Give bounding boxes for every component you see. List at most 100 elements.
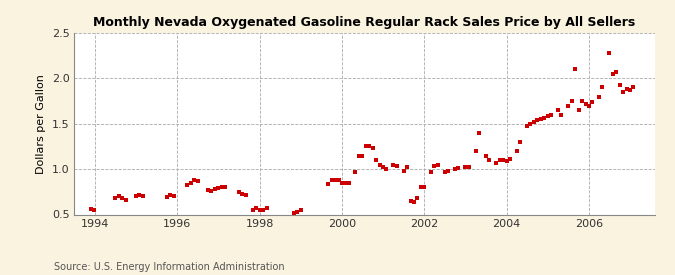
Point xyxy=(165,193,176,198)
Point xyxy=(220,185,231,189)
Point xyxy=(618,90,628,94)
Point xyxy=(515,140,526,144)
Point xyxy=(392,164,402,169)
Point xyxy=(182,183,193,188)
Point xyxy=(522,124,533,129)
Point xyxy=(418,185,429,189)
Point xyxy=(597,85,608,90)
Point xyxy=(367,146,378,150)
Point xyxy=(292,210,303,214)
Point xyxy=(295,208,306,212)
Point xyxy=(614,82,625,87)
Point xyxy=(344,181,354,185)
Point xyxy=(429,164,440,169)
Point xyxy=(402,165,412,169)
Point xyxy=(323,182,333,186)
Point xyxy=(240,192,251,197)
Point xyxy=(130,194,141,199)
Point xyxy=(611,70,622,74)
Point xyxy=(288,210,299,215)
Point xyxy=(333,178,344,182)
Point xyxy=(261,206,272,210)
Point xyxy=(481,153,491,158)
Point xyxy=(580,101,591,106)
Point xyxy=(213,186,223,190)
Point xyxy=(247,208,258,212)
Point xyxy=(535,117,546,122)
Point xyxy=(364,144,375,148)
Point xyxy=(110,196,121,200)
Point xyxy=(375,162,385,167)
Point xyxy=(326,178,337,182)
Point xyxy=(439,170,450,174)
Point xyxy=(470,149,481,153)
Point xyxy=(192,179,203,183)
Point xyxy=(371,158,381,162)
Point xyxy=(539,116,550,120)
Point xyxy=(360,144,371,148)
Point xyxy=(237,191,248,196)
Point xyxy=(117,196,128,200)
Point xyxy=(498,158,509,162)
Point xyxy=(512,149,522,153)
Point xyxy=(433,162,443,167)
Point xyxy=(340,181,350,185)
Point xyxy=(251,206,262,210)
Point xyxy=(216,185,227,189)
Point xyxy=(529,120,539,124)
Point xyxy=(257,208,268,212)
Point xyxy=(556,112,567,117)
Point xyxy=(494,158,505,162)
Point xyxy=(189,178,200,182)
Point xyxy=(398,169,409,173)
Point xyxy=(354,153,364,158)
Point xyxy=(405,199,416,203)
Point xyxy=(573,108,584,112)
Point xyxy=(474,131,485,135)
Point xyxy=(453,166,464,170)
Point xyxy=(350,170,361,174)
Point xyxy=(86,207,97,211)
Point xyxy=(563,103,574,108)
Point xyxy=(491,161,502,165)
Point xyxy=(525,122,536,126)
Point xyxy=(566,99,577,103)
Point xyxy=(186,181,196,185)
Point xyxy=(628,85,639,90)
Point xyxy=(210,187,221,191)
Point xyxy=(545,112,556,117)
Point xyxy=(202,188,213,192)
Point xyxy=(608,72,618,76)
Point xyxy=(542,114,553,119)
Point xyxy=(134,192,144,197)
Point xyxy=(443,169,454,173)
Point xyxy=(484,158,495,162)
Point xyxy=(408,200,419,204)
Point xyxy=(501,159,512,163)
Point xyxy=(357,153,368,158)
Point xyxy=(169,194,180,199)
Point xyxy=(570,67,580,72)
Point xyxy=(416,185,427,189)
Point xyxy=(206,189,217,193)
Point xyxy=(138,194,148,199)
Point xyxy=(388,162,399,167)
Point xyxy=(113,194,124,199)
Point xyxy=(587,100,597,104)
Point xyxy=(234,190,244,194)
Point xyxy=(604,51,615,55)
Point xyxy=(594,94,605,99)
Point xyxy=(377,165,388,169)
Point xyxy=(161,195,172,199)
Point xyxy=(532,118,543,122)
Y-axis label: Dollars per Gallon: Dollars per Gallon xyxy=(36,74,46,174)
Text: Source: U.S. Energy Information Administration: Source: U.S. Energy Information Administ… xyxy=(54,262,285,272)
Point xyxy=(622,87,632,92)
Point xyxy=(329,178,340,182)
Point xyxy=(583,103,594,108)
Point xyxy=(553,108,564,112)
Point xyxy=(576,99,587,103)
Title: Monthly Nevada Oxygenated Gasoline Regular Rack Sales Price by All Sellers: Monthly Nevada Oxygenated Gasoline Regul… xyxy=(93,16,636,29)
Point xyxy=(412,196,423,200)
Point xyxy=(463,165,474,169)
